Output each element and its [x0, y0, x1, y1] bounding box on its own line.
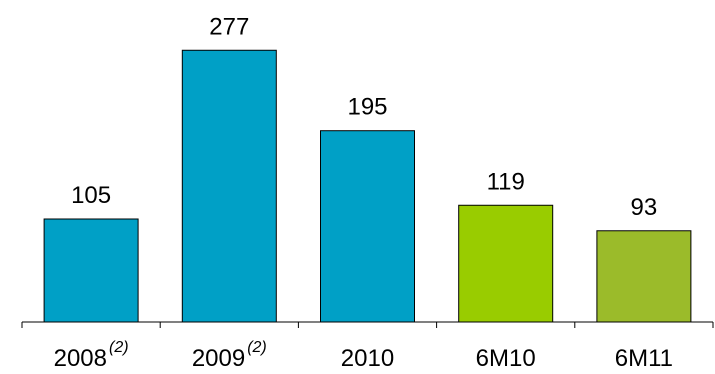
category-labels-layer: 2008 (2) 2009 (2) 2010 6M10 6M11 [54, 339, 673, 372]
value-labels-layer: 105 277 195 119 93 [71, 13, 657, 221]
category-footnote: (2) [247, 339, 267, 356]
category-label-2009: 2009 (2) [192, 339, 267, 372]
data-label-6m10: 119 [487, 168, 525, 195]
bar-2008 [43, 218, 139, 323]
bar-2010 [320, 130, 415, 323]
category-label-2008: 2008 (2) [54, 339, 129, 372]
category-footnote: (2) [109, 339, 129, 356]
category-label-2010: 2010 [341, 345, 394, 372]
data-label-2008: 105 [71, 182, 111, 209]
bar-6m10 [458, 204, 554, 323]
data-label-6m11: 93 [631, 194, 658, 221]
bars-layer [43, 49, 692, 323]
category-label-6m11: 6M11 [615, 345, 673, 372]
x-axis-ticks [21, 322, 714, 328]
category-name: 2008 [54, 345, 107, 372]
data-label-2009: 277 [209, 13, 249, 40]
bar-6m11 [596, 230, 692, 323]
category-name: 2009 [192, 345, 245, 372]
category-label-6m10: 6M10 [476, 345, 536, 372]
category-name: 2010 [341, 345, 394, 372]
data-label-2010: 195 [347, 94, 387, 121]
category-name: 6M10 [476, 345, 536, 372]
category-name: 6M11 [615, 345, 673, 372]
bar-2009 [181, 49, 277, 323]
